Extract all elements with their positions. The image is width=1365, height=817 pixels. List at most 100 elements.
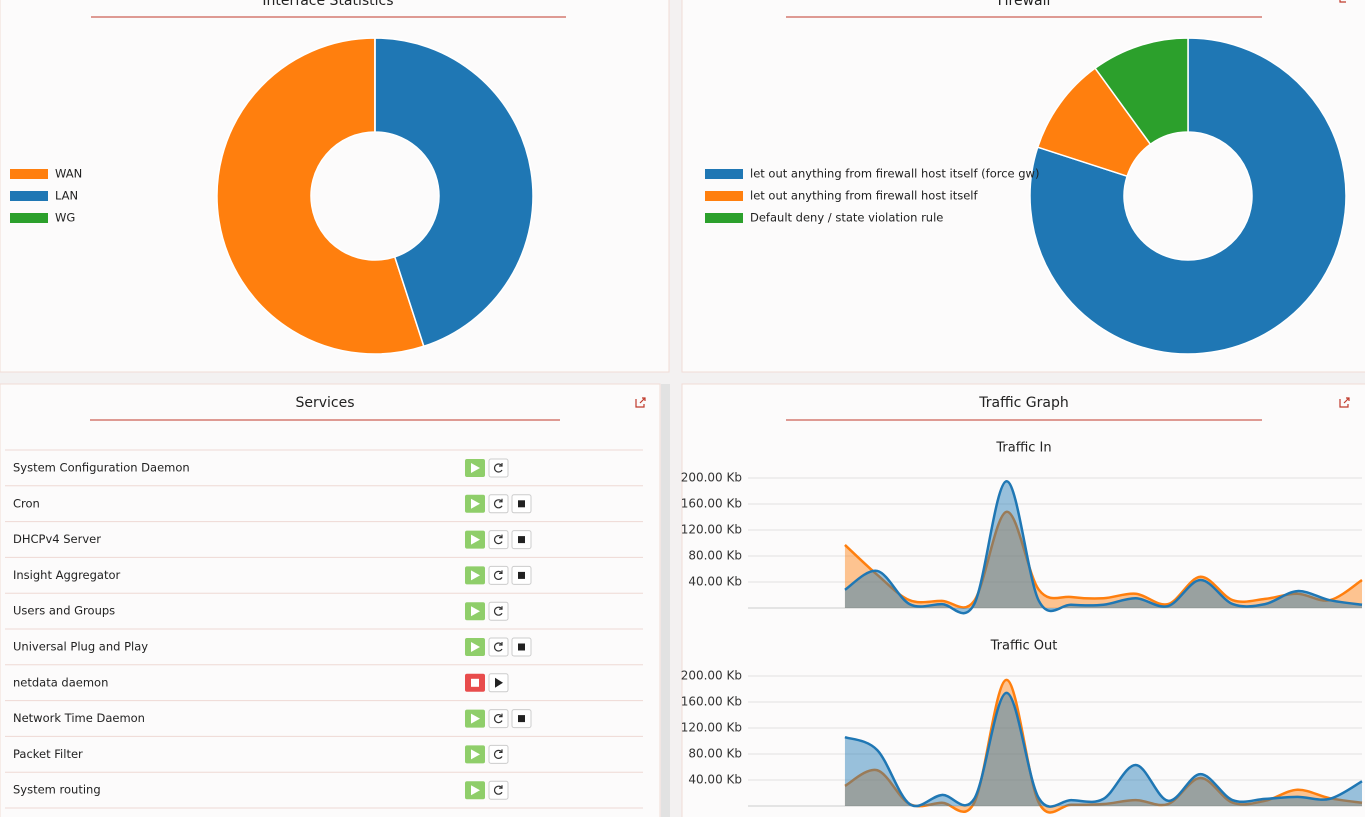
restart-icon (494, 463, 503, 473)
restart-icon (494, 498, 503, 509)
stop-button[interactable] (511, 637, 532, 657)
restart-button[interactable] (488, 780, 509, 800)
start-button[interactable] (488, 673, 509, 693)
button-box (488, 709, 509, 729)
y-tick-label: 120.00 Kb (681, 721, 742, 735)
service-name: Network Time Daemon (13, 711, 145, 725)
restart-button[interactable] (488, 637, 509, 657)
stop-icon (471, 678, 479, 687)
service-actions (465, 458, 509, 478)
service-name: netdata daemon (13, 675, 108, 689)
y-tick-label: 80.00 Kb (688, 549, 742, 563)
restart-button[interactable] (488, 709, 509, 729)
play-icon (471, 785, 480, 796)
stop-button[interactable] (511, 565, 532, 585)
button-box (488, 458, 509, 478)
restart-button[interactable] (488, 494, 509, 514)
play-icon (471, 463, 480, 473)
stop-icon (518, 643, 525, 651)
play-icon (471, 534, 480, 545)
service-actions (465, 530, 532, 550)
widget-title: Interface Statistics (262, 0, 393, 9)
status-running (465, 709, 485, 728)
service-name: System routing (13, 783, 101, 797)
service-actions (465, 637, 532, 657)
service-name: Packet Filter (13, 747, 83, 761)
area (844, 481, 1362, 614)
restart-icon (494, 713, 503, 724)
panel (0, 383, 661, 817)
widget-title: Firewall (998, 0, 1051, 9)
button-box (488, 565, 509, 585)
stop-button[interactable] (511, 530, 532, 550)
legend-label: WAN (55, 167, 82, 181)
play-icon (471, 642, 480, 652)
widget-title: Services (295, 395, 354, 411)
play-icon (495, 677, 503, 688)
restart-button[interactable] (488, 458, 509, 478)
pie-slice (216, 37, 425, 355)
pie-slice (1029, 37, 1347, 355)
service-name: Insight Aggregator (13, 568, 121, 582)
status-running (465, 459, 485, 477)
service-actions (465, 565, 532, 585)
chart-title: Traffic Out (990, 639, 1058, 654)
y-tick-label: 160.00 Kb (681, 695, 742, 709)
area (844, 511, 1362, 608)
button-box (488, 494, 509, 514)
stop-icon (518, 715, 525, 723)
external-link[interactable] (635, 397, 646, 408)
status-running (465, 638, 485, 656)
stop-icon (518, 536, 525, 544)
restart-icon (494, 749, 503, 759)
scrollbar[interactable] (661, 384, 670, 817)
service-actions (465, 601, 509, 621)
pie-slice (374, 37, 534, 348)
restart-button[interactable] (488, 530, 509, 550)
button-box (488, 744, 509, 764)
legend-swatch (705, 213, 743, 223)
button-box (488, 637, 509, 657)
legend-label: let out anything from firewall host itse… (750, 189, 978, 203)
service-name: DHCPv4 Server (13, 532, 101, 546)
service-name: Users and Groups (13, 604, 115, 618)
legend-swatch (10, 169, 48, 179)
legend-label: Default deny / state violation rule (750, 211, 943, 225)
play-icon (471, 749, 480, 760)
external-link[interactable] (1339, 397, 1350, 408)
pie-slice (1094, 37, 1189, 146)
service-actions (465, 673, 509, 693)
area (844, 692, 1362, 807)
y-tick-label: 200.00 Kb (681, 471, 742, 485)
status-running (465, 781, 485, 800)
restart-icon (494, 606, 503, 616)
service-name: System Configuration Daemon (13, 461, 190, 475)
service-actions (465, 744, 509, 764)
y-tick-label: 40.00 Kb (688, 773, 742, 787)
status-running (465, 530, 485, 549)
stop-button[interactable] (511, 709, 532, 729)
y-tick-label: 80.00 Kb (688, 747, 742, 761)
play-icon (471, 498, 480, 509)
restart-button[interactable] (488, 565, 509, 585)
play-icon (471, 606, 480, 617)
line (844, 691, 1363, 808)
restart-button[interactable] (488, 601, 509, 621)
service-actions (465, 494, 532, 514)
line (844, 479, 1363, 615)
status-running (465, 494, 485, 513)
stop-icon (518, 571, 525, 579)
widget-title: Traffic Graph (978, 395, 1068, 411)
button-box (488, 601, 509, 621)
chart-title: Traffic In (995, 441, 1051, 456)
legend-swatch (705, 191, 743, 201)
restart-button[interactable] (488, 744, 509, 764)
stop-button[interactable] (511, 494, 532, 514)
button-box (488, 530, 509, 550)
legend-swatch (705, 169, 743, 179)
external-link[interactable] (1339, 0, 1348, 3)
status-running (465, 566, 485, 585)
stop-icon (518, 500, 525, 508)
restart-icon (494, 570, 503, 580)
